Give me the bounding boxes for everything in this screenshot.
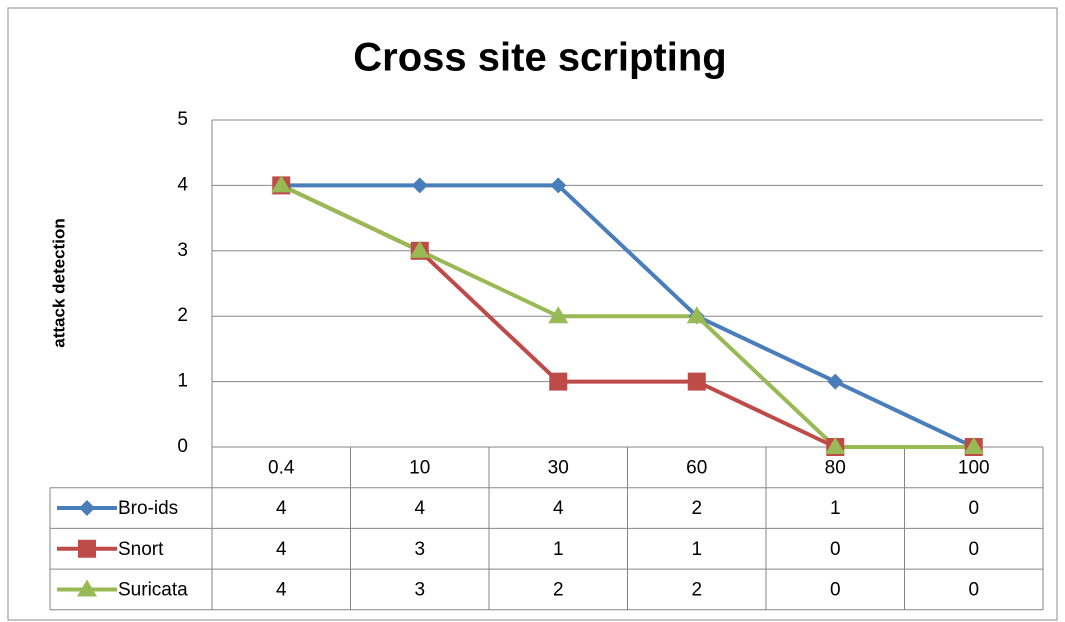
- marker: [411, 177, 428, 194]
- legend-marker: [78, 539, 96, 558]
- table-value: 3: [414, 579, 425, 600]
- table-value: 2: [691, 498, 702, 519]
- table-value: 4: [553, 498, 564, 519]
- legend-marker: [77, 579, 97, 597]
- table-value: 4: [276, 579, 287, 600]
- marker: [963, 437, 984, 454]
- y-tick-label: 2: [177, 305, 188, 326]
- marker: [687, 372, 706, 391]
- table-value: 1: [553, 539, 564, 560]
- y-tick-label: 0: [177, 436, 188, 457]
- table-value: 0: [830, 579, 841, 600]
- legend-label: Snort: [118, 539, 164, 560]
- marker: [271, 175, 292, 193]
- table-value: 4: [276, 498, 287, 519]
- table-value: 0: [968, 579, 979, 600]
- table-value: 2: [553, 579, 564, 600]
- marker: [827, 373, 844, 390]
- marker: [825, 437, 846, 454]
- table-value: 4: [276, 539, 287, 560]
- x-tick-label: 80: [825, 457, 846, 478]
- table-value: 0: [968, 539, 979, 560]
- marker: [549, 372, 568, 391]
- table-value: 1: [691, 539, 702, 560]
- table-value: 3: [414, 539, 425, 560]
- x-tick-label: 30: [548, 457, 569, 478]
- marker: [550, 177, 567, 194]
- y-axis-label: attack detection: [49, 218, 68, 347]
- chart-title: Cross site scripting: [353, 36, 726, 80]
- y-tick-label: 3: [177, 240, 188, 261]
- legend-label: Bro-ids: [118, 498, 178, 519]
- table-value: 4: [414, 498, 425, 519]
- table-value: 2: [691, 579, 702, 600]
- x-tick-label: 60: [686, 457, 707, 478]
- legend-label: Suricata: [118, 579, 188, 600]
- chart-border: [7, 7, 1058, 621]
- x-tick-label: 100: [958, 457, 990, 478]
- marker: [686, 306, 707, 324]
- table-value: 0: [968, 498, 979, 519]
- x-tick-label: 10: [409, 457, 430, 478]
- y-tick-label: 5: [177, 109, 188, 130]
- series-line: [280, 183, 974, 449]
- table-value: 0: [830, 539, 841, 560]
- legend-marker: [79, 500, 95, 517]
- y-tick-label: 4: [177, 174, 188, 195]
- y-tick-label: 1: [177, 371, 188, 392]
- marker: [548, 306, 569, 324]
- x-tick-label: 0.4: [268, 457, 295, 478]
- marker: [409, 240, 430, 258]
- table-value: 1: [830, 498, 841, 519]
- series-line: [281, 183, 975, 449]
